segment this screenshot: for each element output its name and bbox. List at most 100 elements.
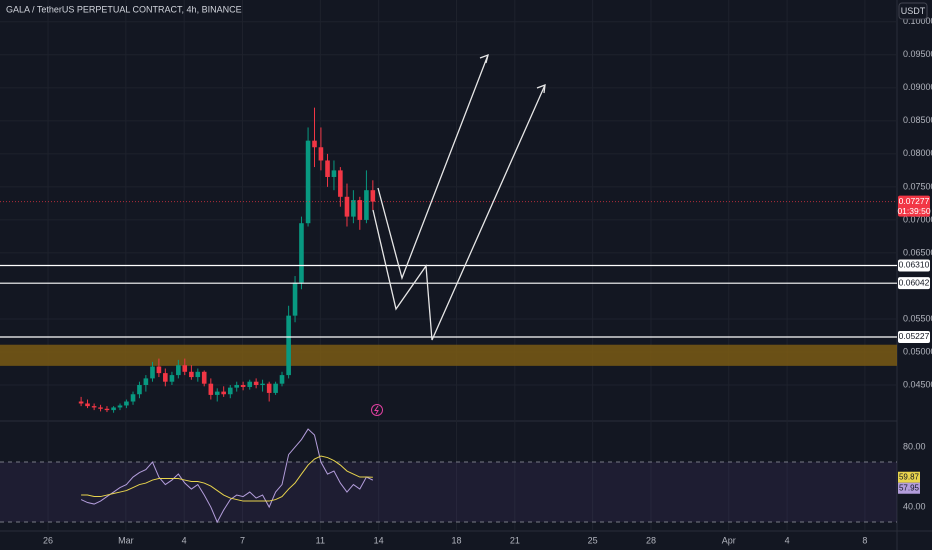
- last-price-box: [898, 195, 930, 217]
- candle-body: [143, 378, 149, 385]
- price-label: 0.06310: [899, 260, 930, 270]
- candle-body: [266, 383, 272, 393]
- candle-body: [305, 140, 311, 224]
- forecast-path: [372, 84, 546, 341]
- price-label: 0.05227: [899, 331, 930, 341]
- rsi-value-label: 59.87: [899, 472, 920, 481]
- candle-body: [286, 315, 291, 376]
- candle-body: [111, 407, 116, 411]
- rsi-value-box: [898, 471, 920, 483]
- rsi-tick-label: 40.00: [903, 501, 926, 511]
- price-label: 0.06042: [899, 277, 930, 287]
- last-price-label: 0.07277: [899, 196, 930, 206]
- currency-button[interactable]: [898, 2, 928, 20]
- candle-body: [124, 401, 129, 406]
- arrow-head: [479, 53, 489, 64]
- candle-body: [253, 381, 259, 385]
- rsi-value-label: 57.95: [899, 483, 920, 492]
- rsi-tick-label: 80.00: [903, 441, 926, 451]
- candle-body: [227, 387, 233, 395]
- candle-body: [195, 371, 201, 378]
- candle-body: [370, 190, 376, 202]
- drawing: [372, 53, 546, 341]
- candle-body: [357, 200, 363, 220]
- candle-body: [130, 394, 136, 402]
- candle-body: [234, 385, 239, 388]
- price-label-box: [898, 277, 930, 290]
- rsi-value-box: [898, 482, 920, 494]
- arrow-head: [536, 84, 546, 94]
- candle-body: [247, 381, 253, 387]
- candle-body: [137, 385, 142, 395]
- candle-body: [364, 190, 369, 220]
- x-tick-label: 21: [510, 535, 520, 545]
- x-tick-label: Mar: [118, 535, 134, 545]
- rsi-line: [81, 455, 373, 502]
- candle-body: [78, 401, 84, 404]
- x-tick-label: 26: [43, 535, 53, 545]
- candle-body: [240, 385, 246, 387]
- candle-body: [221, 391, 226, 395]
- candle-body: [214, 391, 220, 395]
- candle-body: [279, 375, 285, 384]
- x-tick-label: 18: [451, 535, 461, 545]
- candle-body: [260, 383, 265, 385]
- candle-body: [85, 403, 90, 407]
- candle-body: [182, 365, 188, 372]
- candle-body: [273, 383, 278, 393]
- x-tick-label: 8: [862, 535, 867, 545]
- candle-body: [325, 160, 330, 177]
- countdown: 01:39:50: [897, 206, 930, 216]
- candle-body: [338, 170, 343, 197]
- candle-body: [163, 373, 168, 382]
- zone: [0, 344, 897, 366]
- candle-body: [312, 140, 317, 148]
- x-tick-label: 4: [182, 535, 187, 545]
- x-tick-label: 25: [588, 535, 598, 545]
- x-tick-label: 11: [316, 535, 325, 545]
- candle-body: [169, 375, 175, 382]
- candle-body: [104, 408, 110, 411]
- rsi-line: [80, 428, 374, 524]
- candle-body: [91, 406, 97, 408]
- x-tick-label: Apr: [722, 535, 736, 545]
- x-tick-label: 7: [240, 535, 245, 545]
- candle-body: [98, 407, 103, 409]
- x-tick-label: 14: [374, 535, 384, 545]
- price-label-box: [898, 259, 930, 272]
- candle-body: [292, 282, 298, 316]
- candle-body: [176, 365, 181, 376]
- candle-body: [208, 383, 214, 395]
- candle-body: [150, 366, 155, 379]
- candle-body: [344, 196, 350, 217]
- currency-label[interactable]: USDT: [901, 6, 926, 16]
- rsi-band: [0, 462, 897, 523]
- price-label-box: [898, 330, 930, 343]
- forecast-path: [377, 54, 489, 281]
- x-tick-label: 4: [785, 535, 790, 545]
- candle-body: [331, 170, 337, 177]
- event-icon[interactable]: [371, 404, 383, 416]
- x-tick-label: 28: [646, 535, 656, 545]
- candle-body: [318, 147, 324, 161]
- candle-body: [117, 405, 123, 408]
- candle-body: [299, 223, 304, 283]
- candle-body: [351, 200, 356, 217]
- candle-body: [156, 366, 162, 374]
- candle-body: [201, 371, 207, 384]
- chart-title: GALA / TetherUS PERPETUAL CONTRACT, 4h, …: [6, 4, 242, 14]
- candle-body: [189, 371, 194, 378]
